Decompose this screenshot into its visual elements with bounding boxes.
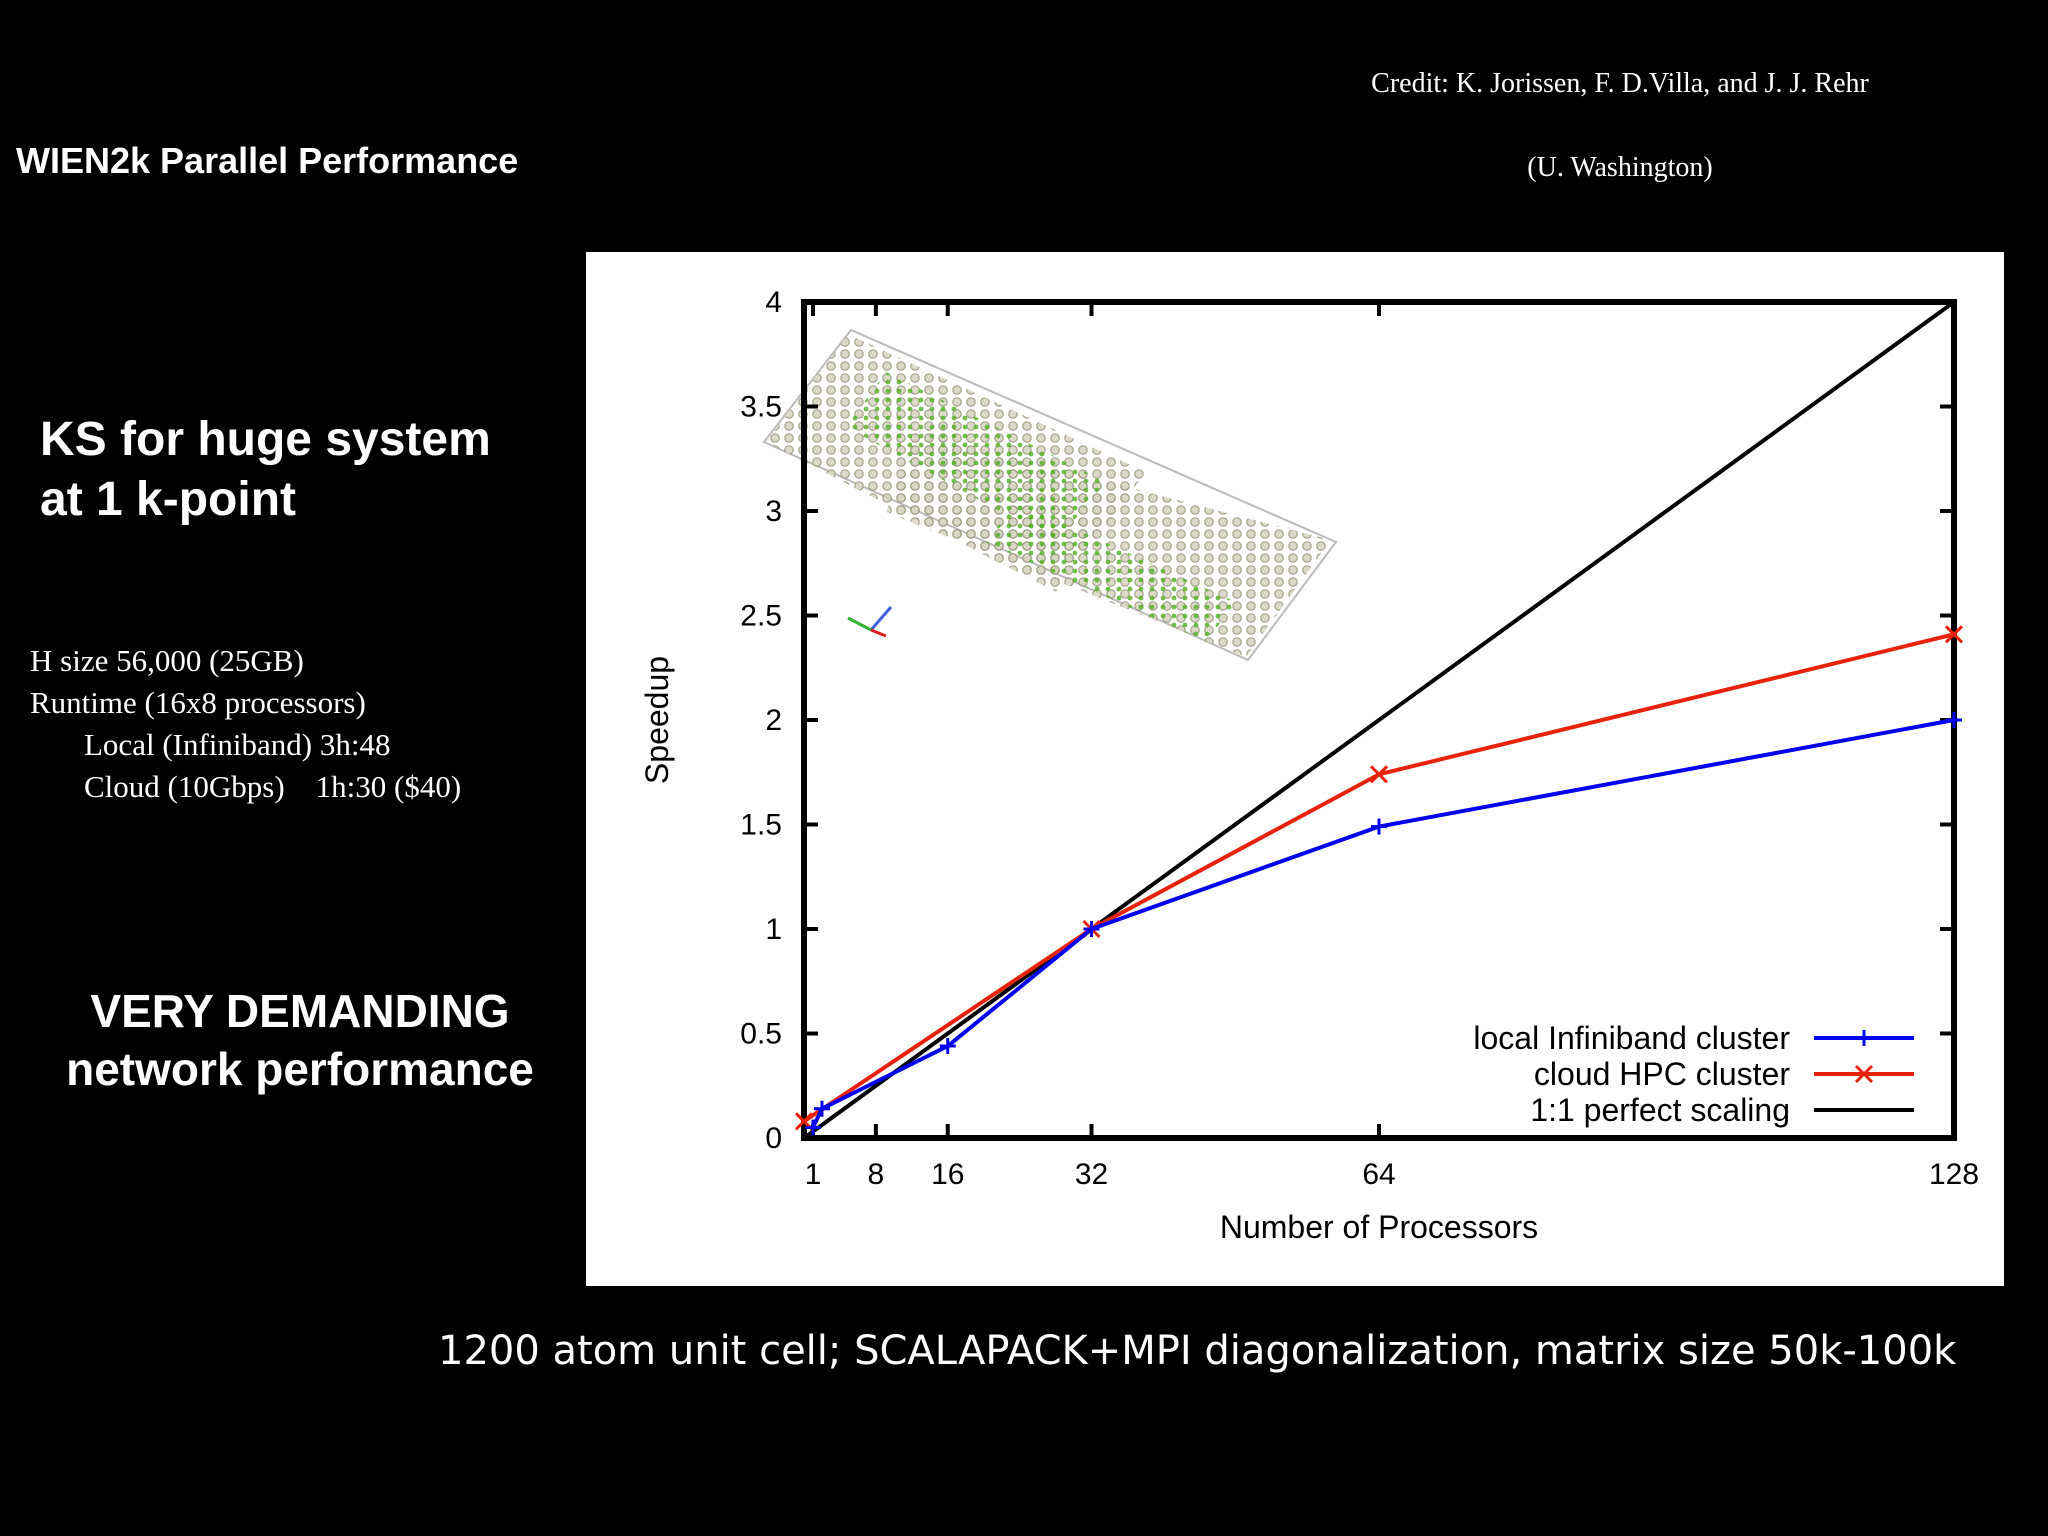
y-tick-label: 1.5	[740, 809, 782, 842]
credit-affiliation: (U. Washington)	[1527, 152, 1713, 183]
heading: KS for huge system at 1 k-point	[40, 410, 491, 530]
demanding-line-2: network performance	[66, 1043, 534, 1095]
crystal-structure-illustration	[762, 328, 1338, 662]
spec-local: Local (Infiniband) 3h:48	[84, 727, 391, 762]
y-axis-title: Speedup	[639, 656, 675, 784]
spec-cloud: Cloud (10Gbps) 1h:30 ($40)	[84, 769, 462, 804]
y-tick-label: 2	[765, 704, 782, 737]
x-axis-title: Number of Processors	[1220, 1209, 1538, 1245]
heading-line-2: at 1 k-point	[40, 473, 297, 526]
legend-label: local Infiniband cluster	[1473, 1020, 1790, 1056]
y-tick-label: 3.5	[740, 391, 782, 424]
x-tick-label: 16	[931, 1158, 964, 1191]
y-tick-label: 2.5	[740, 600, 782, 633]
x-tick-label: 64	[1362, 1158, 1395, 1191]
y-tick-label: 4	[765, 286, 782, 319]
plot-layer: 0 0.5 1 1.5 2 2.5 3 3.5 4 1 8 16 32 64 128 Number of Pr…	[639, 286, 1979, 1245]
axes-triad-icon	[847, 606, 893, 638]
data-point-series-1	[1369, 765, 1389, 784]
data-point-series-1	[1944, 625, 1964, 644]
slide-title: WIEN2k Parallel Performance	[16, 140, 519, 181]
series-line-1	[802, 632, 1955, 1123]
credit-line: Credit: K. Jorissen, F. D.Villa, and J. …	[1371, 68, 1869, 99]
y-tick-label: 0.5	[740, 1018, 782, 1051]
speedup-chart: 0 0.5 1 1.5 2 2.5 3 3.5 4 1 8 16 32 64 128 Number of Pr…	[639, 286, 1979, 1245]
series-line-2	[802, 300, 1956, 1140]
y-tick-label: 0	[765, 1122, 782, 1155]
demanding-line-1: VERY DEMANDING	[90, 985, 510, 1037]
legend-marker	[1854, 1064, 1874, 1084]
legend-label: 1:1 perfect scaling	[1530, 1092, 1790, 1128]
footer-caption: 1200 atom unit cell; SCALAPACK+MPI diago…	[438, 1328, 1957, 1374]
y-tick-label: 3	[765, 495, 782, 528]
x-tick-label: 1	[805, 1158, 822, 1191]
spec-h-size: H size 56,000 (25GB)	[30, 643, 304, 678]
data-point-series-1	[794, 1112, 814, 1131]
heading-line-1: KS for huge system	[40, 413, 491, 466]
legend-label: cloud HPC cluster	[1534, 1056, 1790, 1092]
x-tick-label: 8	[868, 1158, 885, 1191]
specs-block: H size 56,000 (25GB) Runtime (16x8 proce…	[30, 640, 461, 808]
y-tick-label: 1	[765, 913, 782, 946]
spec-runtime: Runtime (16x8 processors)	[30, 685, 366, 720]
demanding-note: VERY DEMANDING network performance	[0, 982, 600, 1098]
chart-panel: 0 0.5 1 1.5 2 2.5 3 3.5 4 1 8 16 32 64 128 Number of Pr…	[586, 252, 2004, 1286]
x-tick-label: 32	[1075, 1158, 1108, 1191]
x-tick-label: 128	[1929, 1158, 1979, 1191]
